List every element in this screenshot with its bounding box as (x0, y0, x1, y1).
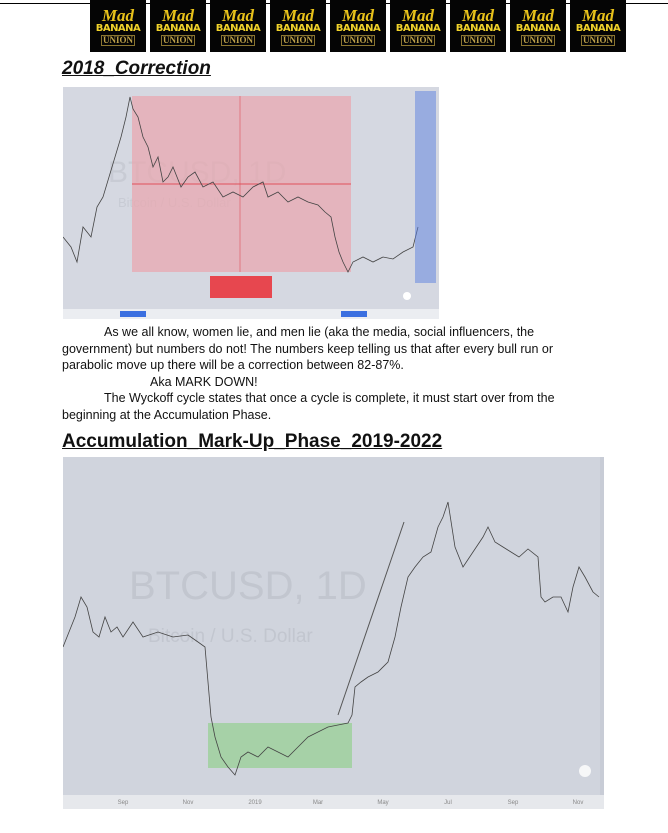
paragraph: As we all know, women lie, and men lie (… (62, 325, 554, 372)
logo: Mad BANANA UNION (90, 0, 146, 52)
logo: Mad BANANA UNION (210, 0, 266, 52)
paragraph: The Wyckoff cycle states that once a cyc… (62, 391, 555, 422)
logo: Mad BANANA UNION (510, 0, 566, 52)
x-labels: Sep Nov 2019 Mar May Jul Sep Nov (118, 800, 584, 806)
trend-arrow (337, 521, 405, 716)
logo-text: BANANA (215, 22, 261, 34)
logo-text: Mad (341, 5, 375, 25)
logo: Mad BANANA UNION (330, 0, 386, 52)
watermark-subtitle: Bitcoin / U.S. Dollar (148, 626, 313, 647)
price-axis (600, 457, 604, 809)
x-label: Mar (313, 800, 323, 806)
body-text: As we all know, women lie, and men lie (… (62, 324, 598, 423)
logo: Mad BANANA UNION (450, 0, 506, 52)
watermark: BTCUSD, 1D (129, 564, 367, 608)
section-heading: 2018_Correction (62, 58, 211, 79)
x-label: 2019 (248, 800, 262, 806)
icon (579, 765, 591, 777)
logo-row: Mad BANANA UNION Mad BANANA UNION Mad BANANA UNI… (90, 0, 626, 52)
logo-text: Mad (401, 5, 435, 25)
logo-text: UNION (280, 34, 315, 46)
logo-text: UNION (400, 34, 435, 46)
logo-text: UNION (220, 34, 255, 46)
x-label: Sep (118, 800, 129, 806)
logo-text: BANANA (275, 22, 321, 34)
x-label: Nov (573, 800, 584, 806)
logo-text: UNION (460, 34, 495, 46)
time-marker (120, 311, 146, 317)
logo-text: Mad (161, 5, 195, 25)
logo-text: BANANA (395, 22, 441, 34)
logo-text: Mad (521, 5, 555, 25)
price-line (63, 501, 600, 776)
logo-text: UNION (340, 34, 375, 46)
logo-text: BANANA (95, 22, 141, 34)
accumulation-box (208, 723, 352, 768)
logo: Mad BANANA UNION (570, 0, 626, 52)
time-axis (63, 795, 604, 809)
paragraph: Aka MARK DOWN! (150, 374, 258, 389)
time-marker (341, 311, 367, 317)
chart-screenshot: BTCUSD, 1D Bitcoin / U.S. Dollar (63, 87, 439, 319)
logo-text: Mad (101, 5, 135, 25)
logo-text: UNION (580, 34, 615, 46)
icon (403, 292, 411, 300)
logo-text: BANANA (455, 22, 501, 34)
time-axis (63, 309, 439, 319)
logo: Mad BANANA UNION (390, 0, 446, 52)
logo-text: Mad (221, 5, 255, 25)
logo-text: Mad (281, 5, 315, 25)
x-label: Jul (444, 800, 452, 806)
range-label (210, 276, 272, 298)
logo-text: UNION (160, 34, 195, 46)
logo-text: Mad (581, 5, 615, 25)
section-heading: Accumulation_Mark-Up_Phase_2019-2022 (62, 431, 443, 452)
x-label: Sep (508, 800, 519, 806)
chart-screenshot: BTCUSD, 1D Bitcoin / U.S. Dollar Sep Nov 2… (63, 457, 604, 809)
logo-text: UNION (100, 34, 135, 46)
logo-text: BANANA (155, 22, 201, 34)
logo-text: BANANA (335, 22, 381, 34)
logo-text: BANANA (575, 22, 621, 34)
price-line (63, 96, 419, 273)
logo-text: UNION (520, 34, 555, 46)
price-axis (415, 91, 436, 283)
x-label: Nov (183, 800, 194, 806)
logo: Mad BANANA UNION (150, 0, 206, 52)
x-label: May (377, 800, 388, 806)
logo: Mad BANANA UNION (270, 0, 326, 52)
logo-text: Mad (461, 5, 495, 25)
logo-text: BANANA (515, 22, 561, 34)
